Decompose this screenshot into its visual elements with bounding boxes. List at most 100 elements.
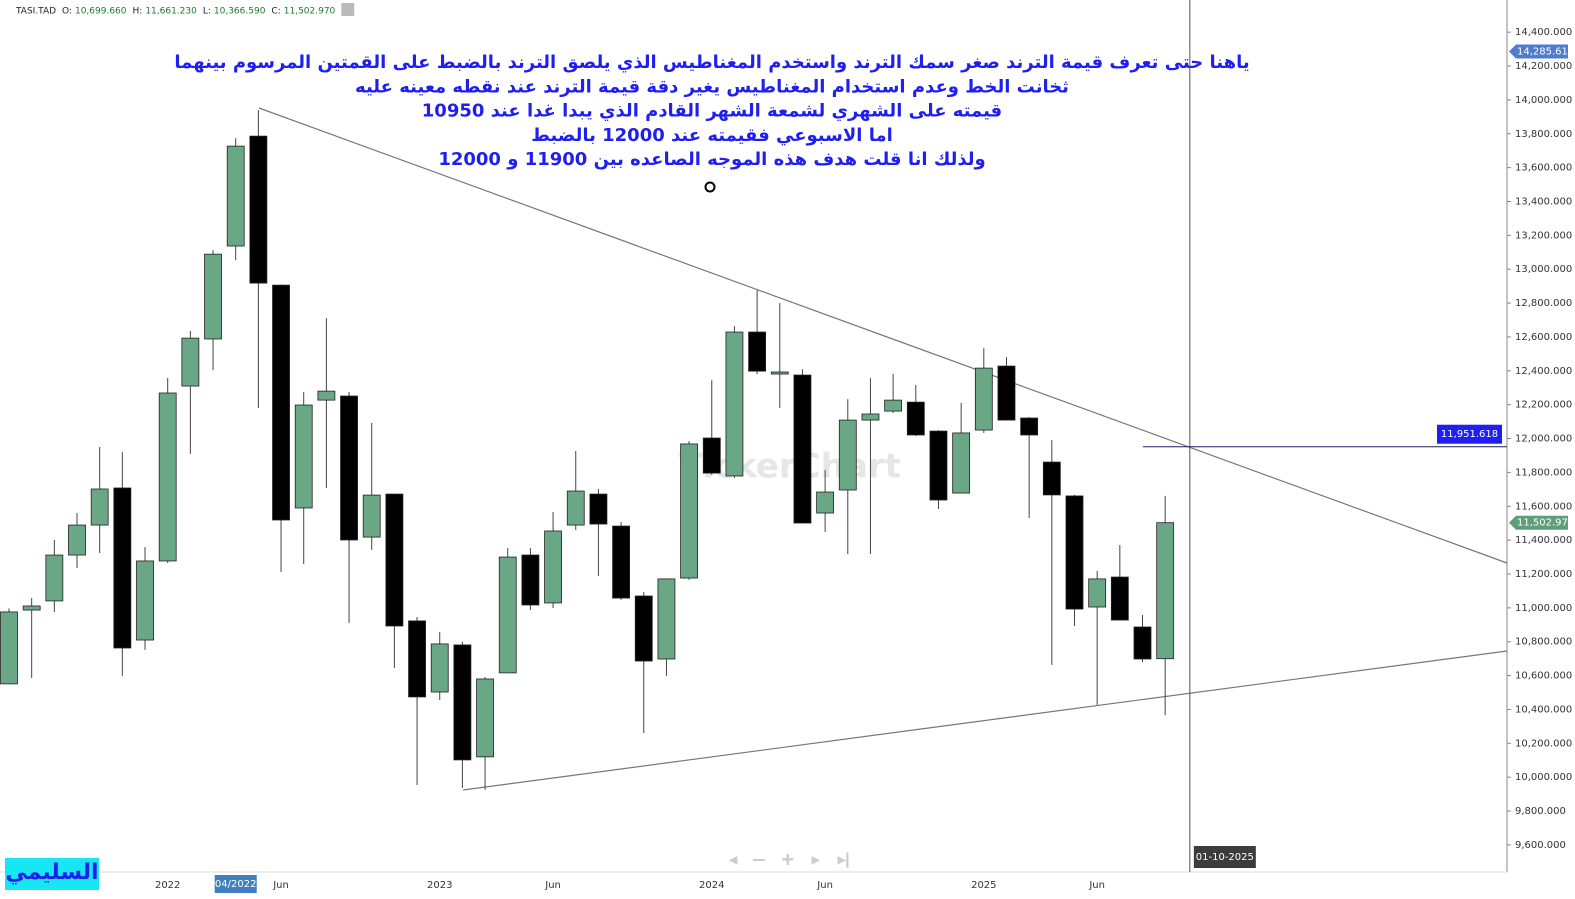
candle-body — [702, 437, 721, 474]
header-field-value: 11,661.230 — [145, 7, 197, 17]
candle-body — [204, 253, 222, 340]
marker-circle — [704, 181, 716, 193]
header-field-name: O: — [62, 7, 72, 17]
y-tick-label: 12,600.000 — [1515, 332, 1572, 343]
annotation: قيمته على الشهري لشمعة الشهر القادم الذي… — [422, 101, 1002, 122]
candle-body — [1110, 576, 1129, 621]
y-tick-label: 10,600.000 — [1515, 671, 1572, 682]
header-field-value: 11,502.970 — [284, 7, 336, 17]
candle-body — [68, 524, 86, 556]
y-tick-label: 14,400.000 — [1515, 27, 1572, 38]
author-box — [5, 858, 99, 890]
candle-body — [1088, 578, 1107, 608]
y-tick-label: 11,600.000 — [1515, 501, 1572, 512]
candle-body — [453, 644, 472, 761]
candle-body — [566, 490, 585, 526]
toolbar: ◂ + ▸ ▸| — [730, 849, 851, 869]
y-tick-label: 13,000.000 — [1515, 264, 1572, 275]
header-field-name: L: — [203, 7, 211, 17]
candle-body — [884, 399, 903, 412]
toolbar-icon[interactable]: + — [781, 849, 795, 869]
y-tick-label: 10,800.000 — [1515, 637, 1572, 648]
candle-body — [816, 491, 835, 514]
candle-body — [430, 643, 449, 693]
y-tick-label: 12,800.000 — [1515, 298, 1572, 309]
candle-body — [294, 404, 313, 509]
author-label: السليمي — [5, 860, 98, 885]
candle-body — [974, 367, 993, 431]
annotation: ياهنا حتى تعرف قيمة الترند صغر سمك الترن… — [174, 52, 1249, 73]
candle-body — [181, 337, 200, 387]
annotation: اما الاسبوعي فقيمته عند 12000 بالضبط — [531, 125, 893, 146]
candle-body — [725, 331, 744, 477]
y-tick-label: 14,000.000 — [1515, 95, 1572, 106]
y-tick-label: 10,000.000 — [1515, 772, 1572, 783]
y-tick-label: 13,200.000 — [1515, 230, 1572, 241]
toolbar-icon[interactable]: ◂ — [730, 852, 738, 869]
candle-body — [952, 432, 971, 494]
candle-body — [770, 371, 789, 375]
y-tick-label: 12,200.000 — [1515, 400, 1572, 411]
candle-body — [612, 525, 630, 599]
candle-body — [362, 494, 381, 538]
candle-body — [0, 611, 18, 685]
candle-body — [997, 365, 1016, 421]
candle-body — [838, 419, 857, 491]
candle-body — [521, 554, 540, 606]
annotation: ولذلك انا قلت هدف هذه الموجه الصاعده بين… — [438, 149, 985, 170]
candle-body — [158, 392, 177, 562]
candle-body — [906, 401, 925, 436]
candle-body — [249, 135, 268, 284]
candle-body — [1133, 626, 1152, 660]
x-tick-label: 2025 — [971, 880, 996, 891]
crosshair-label-box — [214, 875, 257, 893]
candle-body — [680, 443, 698, 579]
cursor-label: 01-10-2025 — [1196, 852, 1254, 863]
header-field-name: H: — [133, 7, 143, 17]
y-tick-label: 9,600.000 — [1515, 840, 1566, 851]
y-tick-label: 12,000.000 — [1515, 434, 1572, 445]
header-menu-button[interactable] — [341, 3, 355, 16]
candle-body — [90, 488, 109, 526]
candle-body — [22, 605, 41, 611]
candle-body — [1020, 417, 1039, 436]
y-tick-label: 11,800.000 — [1515, 467, 1572, 478]
candle-body — [226, 145, 245, 247]
symbol: TASI.TAD — [15, 7, 56, 17]
price-marker-label: 11,502.970 — [1517, 518, 1574, 529]
toolbar-icon[interactable]: ▸ — [812, 852, 820, 869]
y-tick-label: 11,400.000 — [1515, 535, 1572, 546]
candle-body — [1042, 461, 1061, 496]
y-tick-label: 13,400.000 — [1515, 196, 1572, 207]
cursor-label-box — [1193, 846, 1256, 868]
x-tick-label: 2024 — [699, 880, 724, 891]
y-tick-label: 9,800.000 — [1515, 806, 1566, 817]
candle-body — [385, 493, 404, 627]
header-field-value: 10,366.590 — [214, 7, 266, 17]
candle-body — [136, 560, 154, 641]
candle-body — [1156, 522, 1175, 660]
y-tick-label: 11,200.000 — [1515, 569, 1572, 580]
x-tick-label: Jun — [544, 880, 561, 891]
y-tick-label: 10,200.000 — [1515, 738, 1572, 749]
price-marker-box — [1437, 424, 1502, 444]
candle-body — [45, 554, 64, 602]
toolbar-icon[interactable]: ▸| — [838, 852, 851, 869]
candle-body — [272, 284, 290, 521]
candle-body — [748, 331, 767, 372]
header-field-name: C: — [271, 7, 280, 17]
price-marker-label: 11,951.618 — [1441, 429, 1498, 440]
y-tick-label: 12,400.000 — [1515, 366, 1572, 377]
x-tick-label: 2023 — [427, 880, 452, 891]
candle-body — [657, 578, 676, 660]
crosshair-label: 04/2022 — [215, 879, 257, 890]
y-tick-label: 13,600.000 — [1515, 163, 1572, 174]
candle-body — [476, 678, 494, 758]
header-field-value: 10,699.660 — [75, 7, 127, 17]
candle-body — [793, 374, 812, 524]
candle-body — [408, 620, 426, 698]
x-tick-label: 2022 — [155, 880, 180, 891]
price-marker-box — [1509, 515, 1568, 530]
y-tick-label: 11,000.000 — [1515, 603, 1572, 614]
